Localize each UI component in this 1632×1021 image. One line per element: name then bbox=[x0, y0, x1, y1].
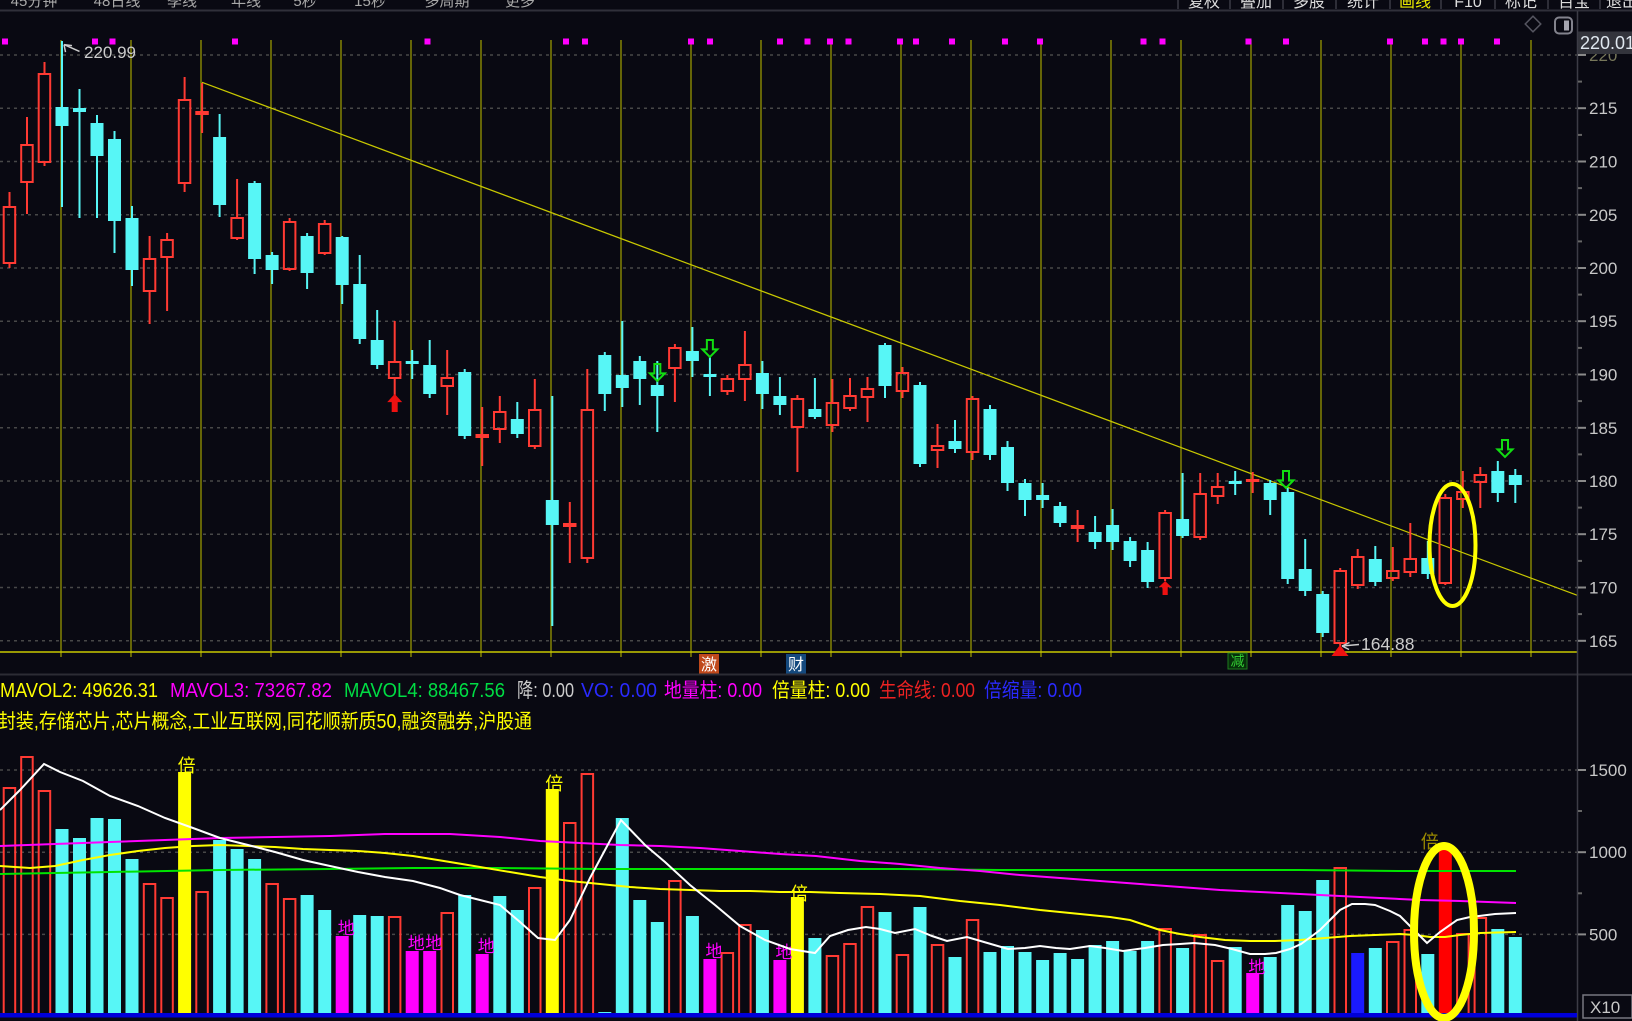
svg-text:更多: 更多 bbox=[505, 0, 535, 10]
svg-text:215: 215 bbox=[1589, 99, 1617, 118]
svg-text:生命线: 0.00: 生命线: 0.00 bbox=[879, 679, 975, 702]
svg-text:百宝: 百宝 bbox=[1558, 0, 1590, 11]
svg-text:205: 205 bbox=[1589, 206, 1617, 225]
svg-text:170: 170 bbox=[1589, 579, 1617, 598]
svg-text:MAVOL2: 49626.31: MAVOL2: 49626.31 bbox=[0, 680, 158, 702]
svg-text:180: 180 bbox=[1589, 472, 1617, 491]
svg-text:封装,存储芯片,芯片概念,工业互联网,同花顺新质50,融资融: 封装,存储芯片,芯片概念,工业互联网,同花顺新质50,融资融券,沪股通 bbox=[0, 709, 532, 733]
svg-text:年线: 年线 bbox=[231, 0, 261, 10]
svg-text:统计: 统计 bbox=[1347, 0, 1379, 11]
svg-text:VO: 0.00: VO: 0.00 bbox=[581, 680, 657, 702]
svg-text:500: 500 bbox=[1589, 925, 1617, 944]
svg-text:倍量柱: 0.00: 倍量柱: 0.00 bbox=[772, 679, 870, 702]
svg-text:多周期: 多周期 bbox=[424, 0, 469, 10]
svg-text:倍: 倍 bbox=[545, 774, 563, 794]
svg-text:倍缩量: 0.00: 倍缩量: 0.00 bbox=[984, 679, 1082, 702]
svg-text:48日线: 48日线 bbox=[94, 0, 141, 10]
svg-text:185: 185 bbox=[1589, 419, 1617, 438]
svg-text:复权: 复权 bbox=[1188, 0, 1220, 11]
svg-text:195: 195 bbox=[1589, 312, 1617, 331]
svg-text:X10: X10 bbox=[1590, 998, 1620, 1017]
svg-text:倍: 倍 bbox=[790, 884, 808, 904]
svg-text:地量柱: 0.00: 地量柱: 0.00 bbox=[664, 679, 762, 702]
svg-text:降: 0.00: 降: 0.00 bbox=[517, 679, 574, 702]
svg-text:1500: 1500 bbox=[1589, 761, 1627, 780]
svg-text:地: 地 bbox=[408, 934, 425, 953]
svg-text:叠加: 叠加 bbox=[1240, 0, 1272, 11]
svg-text:220.01: 220.01 bbox=[1580, 33, 1632, 53]
svg-text:减: 减 bbox=[1231, 653, 1245, 669]
svg-text:地: 地 bbox=[705, 942, 722, 961]
svg-text:多股: 多股 bbox=[1293, 0, 1325, 11]
svg-text:激: 激 bbox=[701, 656, 717, 674]
svg-text:财: 财 bbox=[788, 656, 804, 674]
svg-text:165: 165 bbox=[1589, 632, 1617, 651]
svg-text:季线: 季线 bbox=[167, 0, 197, 10]
svg-text:200: 200 bbox=[1589, 259, 1617, 278]
svg-text:5秒: 5秒 bbox=[293, 0, 316, 10]
svg-text:退出: 退出 bbox=[1606, 0, 1632, 11]
svg-text:190: 190 bbox=[1589, 366, 1617, 385]
svg-text:220.99: 220.99 bbox=[84, 43, 136, 62]
svg-text:210: 210 bbox=[1589, 153, 1617, 172]
svg-text:175: 175 bbox=[1589, 525, 1617, 544]
svg-text:标记: 标记 bbox=[1505, 0, 1537, 11]
svg-text:1000: 1000 bbox=[1589, 843, 1627, 862]
svg-text:45分钟: 45分钟 bbox=[11, 0, 58, 10]
svg-text:地: 地 bbox=[425, 934, 442, 953]
svg-text:画线: 画线 bbox=[1399, 0, 1431, 11]
svg-text:地: 地 bbox=[1248, 958, 1265, 977]
svg-text:15秒: 15秒 bbox=[354, 0, 386, 10]
svg-text:地: 地 bbox=[338, 919, 355, 938]
svg-text:MAVOL4: 88467.56: MAVOL4: 88467.56 bbox=[344, 680, 505, 702]
svg-text:164.88: 164.88 bbox=[1361, 634, 1415, 654]
svg-text:倍: 倍 bbox=[178, 756, 196, 776]
svg-text:地: 地 bbox=[478, 937, 495, 956]
svg-text:F10: F10 bbox=[1454, 0, 1482, 11]
svg-text:MAVOL3: 73267.82: MAVOL3: 73267.82 bbox=[170, 680, 332, 702]
